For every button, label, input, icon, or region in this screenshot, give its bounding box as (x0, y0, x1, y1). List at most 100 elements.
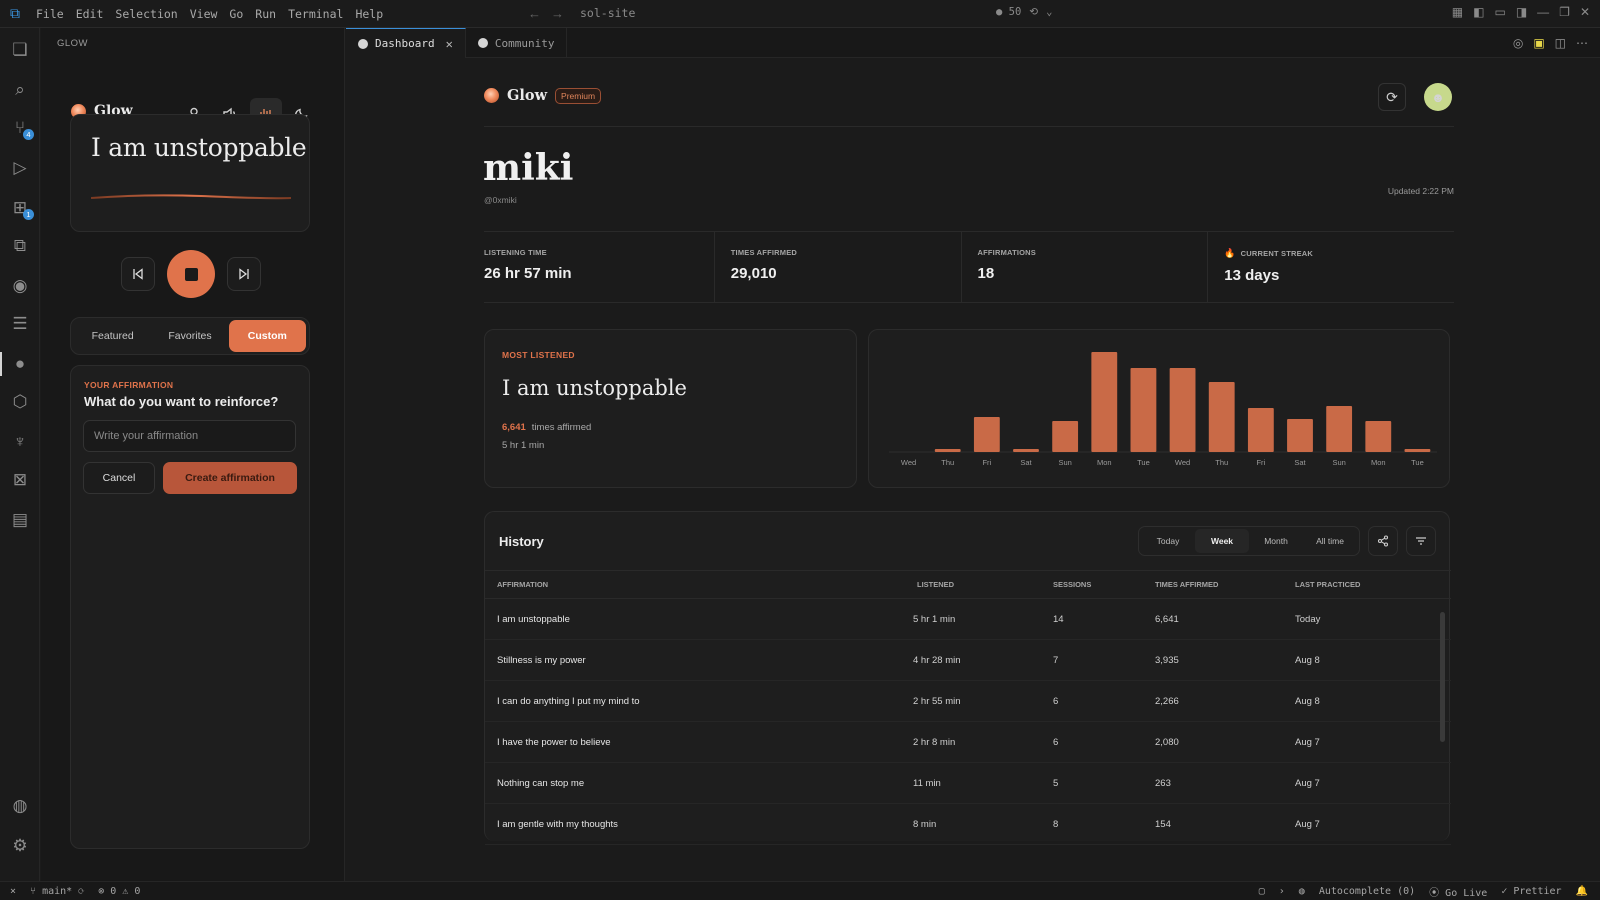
gear-icon[interactable]: ⚙ (12, 836, 28, 855)
branch-indicator[interactable]: ⑂ main* ⟳ (30, 885, 85, 897)
copilot-chat-icon[interactable]: ◎ (1512, 36, 1524, 50)
table-row[interactable]: I am unstoppable 5 hr 1 min 14 6,641 Today (485, 599, 1451, 640)
chat-icon[interactable]: ⟲ (1029, 6, 1039, 18)
chart-bar[interactable] (1130, 368, 1157, 452)
menu-run[interactable]: Run (255, 6, 277, 21)
chart-bar[interactable] (1365, 421, 1392, 452)
affirmation-input[interactable] (83, 420, 296, 452)
menu-view[interactable]: View (189, 6, 218, 21)
chart-bar[interactable] (1404, 449, 1431, 452)
run-debug-icon[interactable]: ▷ (13, 158, 27, 177)
filter-button[interactable] (1406, 526, 1436, 556)
chart-bar[interactable] (1326, 406, 1353, 452)
copilot-status-icon[interactable]: ◍ (1298, 885, 1305, 897)
table-row[interactable]: I have the power to believe 2 hr 8 min 6 2,… (485, 722, 1451, 763)
chart-bar[interactable] (1091, 352, 1118, 452)
account-icon[interactable]: ◍ (12, 796, 28, 815)
glow-extension-icon[interactable]: ● (0, 352, 32, 376)
menu-go[interactable]: Go (229, 6, 244, 21)
chart-bar[interactable] (1247, 408, 1274, 452)
chart-bar[interactable] (1052, 421, 1079, 452)
menu-edit[interactable]: Edit (75, 6, 104, 21)
cancel-button[interactable]: Cancel (83, 462, 155, 494)
col-affirmation[interactable]: AFFIRMATION (497, 580, 549, 589)
tab-community[interactable]: Community (466, 28, 568, 58)
range-week[interactable]: Week (1195, 529, 1249, 553)
range-all-time[interactable]: All time (1316, 536, 1344, 546)
source-control-icon[interactable]: ⑂ 4 (8, 116, 34, 140)
chart-bar[interactable] (934, 449, 961, 452)
menu-selection[interactable]: Selection (115, 6, 178, 21)
cube-icon[interactable]: ⬡ (12, 392, 28, 411)
range-today[interactable]: Today (1156, 536, 1180, 546)
bell-icon[interactable]: 🔔 (1575, 885, 1588, 897)
remote-explorer-icon[interactable]: ⧉ (13, 236, 27, 255)
chevron-right-icon[interactable]: › (1278, 885, 1285, 897)
explorer-icon[interactable]: ❏ (12, 40, 28, 59)
next-button[interactable] (227, 257, 261, 291)
menu-help[interactable]: Help (355, 6, 384, 21)
chart-bar[interactable] (1208, 382, 1235, 452)
profile-handle: @0xmiki (484, 195, 517, 205)
toggle-secondary-icon[interactable]: ◨ (1515, 5, 1528, 19)
preview-icon[interactable]: ▣ (1533, 36, 1545, 50)
table-row[interactable]: I can do anything I put my mind to 2 hr 5… (485, 681, 1451, 722)
back-arrow-icon[interactable]: ← (528, 6, 551, 21)
database-icon[interactable]: ⊠ (12, 470, 28, 489)
nav-arrows[interactable]: ←→ (528, 6, 574, 21)
refresh-button[interactable]: ⟳ (1378, 83, 1406, 111)
python-icon[interactable]: ♆ (13, 432, 27, 451)
col-last-practiced[interactable]: LAST PRACTICED (1295, 580, 1361, 589)
command-center[interactable]: sol-site (580, 6, 636, 20)
segment-custom[interactable]: Custom (228, 320, 306, 352)
previous-button[interactable] (121, 257, 155, 291)
extensions-icon[interactable]: ⊞ 1 (8, 196, 34, 220)
most-listened-count: 6,641 (502, 422, 526, 433)
minimize-icon[interactable]: — (1537, 5, 1550, 19)
layout-icon[interactable]: ▦ (1451, 5, 1464, 19)
range-month[interactable]: Month (1264, 536, 1288, 546)
autocomplete-status[interactable]: Autocomplete (0) (1318, 885, 1416, 897)
share-button[interactable] (1368, 526, 1398, 556)
chart-bar[interactable] (1013, 449, 1039, 452)
table-row[interactable]: I am gentle with my thoughts 8 min 8 154 Aug… (485, 804, 1451, 845)
tab-dashboard[interactable]: Dashboard ✕ (346, 28, 466, 58)
close-tab-icon[interactable]: ✕ (445, 36, 453, 51)
copilot-icon[interactable]: ◉ (12, 276, 28, 295)
chart-bar[interactable] (1169, 368, 1196, 452)
notebook-icon[interactable]: ☰ (12, 314, 28, 333)
stop-button[interactable] (167, 250, 215, 298)
menu-terminal[interactable]: Terminal (288, 6, 344, 21)
stat-label-row: 🔥 CURRENT STREAK (1224, 248, 1454, 259)
menu-file[interactable]: File (36, 6, 64, 21)
command-center-status[interactable]: ● 50 ⟲ ⌄ (996, 6, 1052, 18)
chart-bar[interactable] (973, 417, 1000, 452)
history-card: History Today Week Month All time AFFIRM… (484, 511, 1451, 845)
toggle-panel-icon[interactable]: ▭ (1494, 5, 1506, 19)
split-editor-icon[interactable]: ◫ (1554, 36, 1566, 50)
avatar[interactable]: ☻ (1424, 83, 1452, 111)
close-window-icon[interactable]: ✕ (1579, 5, 1590, 19)
chevron-down-icon[interactable]: ⌄ (1046, 6, 1053, 18)
book-icon[interactable]: ▤ (11, 510, 29, 529)
prettier-status[interactable]: ✓ Prettier (1501, 885, 1562, 897)
remote-icon[interactable]: ⨯ (10, 885, 17, 897)
more-actions-icon[interactable]: ⋯ (1576, 36, 1588, 50)
forward-arrow-icon[interactable]: → (551, 6, 574, 21)
col-sessions[interactable]: SESSIONS (1053, 580, 1092, 589)
toggle-sidebar-icon[interactable]: ◧ (1473, 5, 1485, 19)
table-row[interactable]: Stillness is my power 4 hr 28 min 7 3,935 Au… (485, 640, 1451, 681)
create-affirmation-button[interactable]: Create affirmation (163, 462, 297, 494)
search-icon[interactable]: ⌕ (15, 80, 25, 99)
layout-status-icon[interactable]: ▢ (1258, 885, 1265, 897)
segment-featured[interactable]: Featured (91, 330, 134, 342)
table-row[interactable]: Nothing can stop me 11 min 5 263 Aug 7 (485, 763, 1451, 804)
restore-icon[interactable]: ❐ (1559, 5, 1570, 19)
segment-favorites[interactable]: Favorites (168, 330, 212, 342)
col-listened[interactable]: LISTENED (917, 580, 955, 589)
go-live-button[interactable]: ⦿ Go Live (1429, 887, 1488, 899)
table-scrollbar[interactable] (1440, 612, 1445, 742)
col-times-affirmed[interactable]: TIMES AFFIRMED (1155, 580, 1219, 589)
chart-bar[interactable] (1287, 419, 1313, 452)
problems-indicator[interactable]: ⊗ 0 ⚠ 0 (98, 885, 141, 897)
